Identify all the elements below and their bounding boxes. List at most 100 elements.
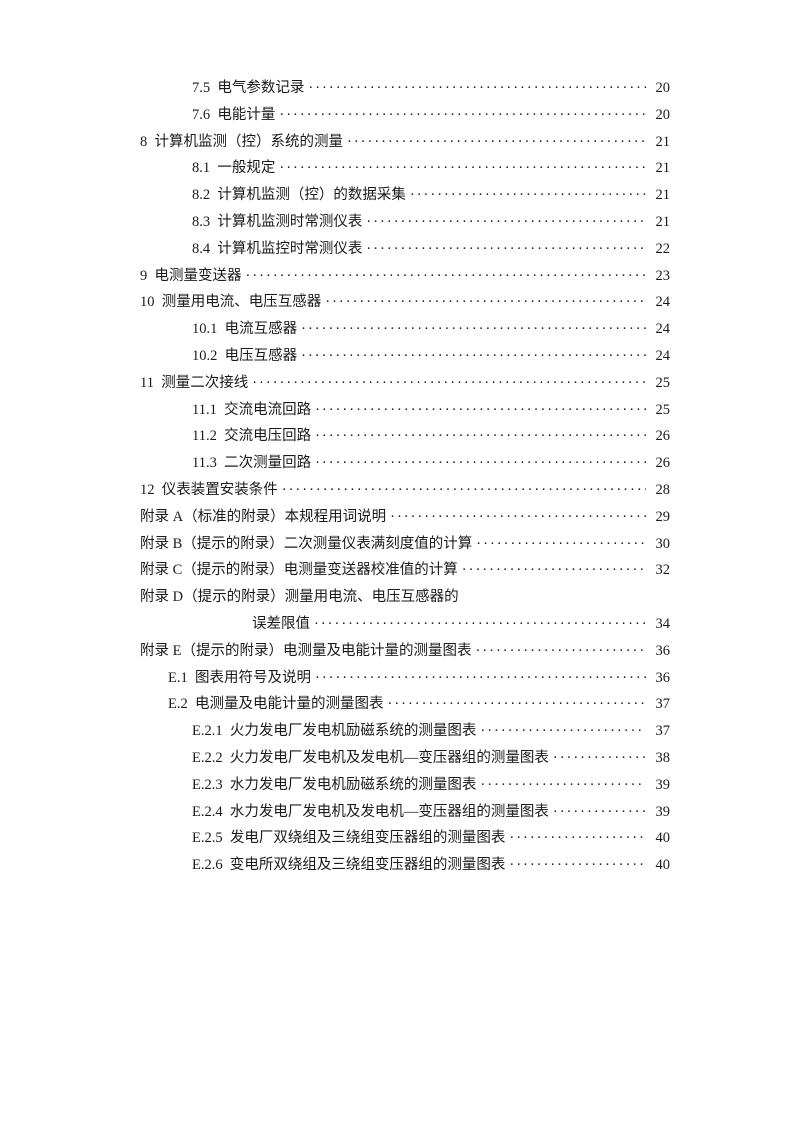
toc-row: 8.3 计算机监测时常测仪表 21 (140, 212, 670, 232)
toc-row: 9 电测量变送器23 (140, 266, 670, 286)
toc-row: 11 测量二次接线 25 (140, 373, 670, 393)
toc-title: 图表用符号及说明 (195, 668, 311, 688)
toc-page-number: 21 (646, 185, 670, 205)
toc-page-number: 20 (646, 78, 670, 98)
toc-section-number: E.2.6 (192, 855, 230, 875)
toc-list: 7.5 电气参数记录207.6 电能计量 208 计算机监测（控）系统的测量21… (140, 78, 670, 875)
toc-section-number: 附录 E (140, 641, 181, 661)
toc-section-number: 11.3 (192, 453, 224, 473)
toc-page-number: 29 (646, 507, 670, 527)
toc-leader-dots (311, 453, 646, 473)
toc-page-number: 39 (646, 802, 670, 822)
toc-leader-dots (311, 426, 646, 446)
toc-section-number: 11.1 (192, 400, 224, 420)
toc-leader-dots (242, 266, 647, 286)
toc-row: 12 仪表装置安装条件 28 (140, 480, 670, 500)
toc-leader-dots (549, 802, 646, 822)
toc-section-number: 附录 C (140, 560, 182, 580)
toc-title: 交流电压回路 (224, 426, 311, 446)
toc-page-number: 30 (646, 534, 670, 554)
toc-title: （标准的附录）本规程用词说明 (183, 507, 386, 527)
toc-leader-dots (476, 775, 646, 795)
toc-leader-dots (311, 400, 646, 420)
toc-title: 火力发电厂发电机及发电机—变压器组的测量图表 (230, 748, 549, 768)
toc-section-number: 9 (140, 266, 155, 286)
toc-title: 电测量及电能计量的测量图表 (195, 694, 384, 714)
toc-section-number: 12 (140, 480, 162, 500)
toc-leader-dots (321, 292, 646, 312)
toc-row: 8.1 一般规定 21 (140, 158, 670, 178)
toc-section-number: E.2.1 (192, 721, 230, 741)
toc-leader-dots (505, 855, 646, 875)
toc-page: 7.5 电气参数记录207.6 电能计量 208 计算机监测（控）系统的测量21… (0, 0, 800, 875)
toc-row: 11.1 交流电流回路 25 (140, 400, 670, 420)
toc-row: 10.2 电压互感器 24 (140, 346, 670, 366)
toc-page-number: 38 (646, 748, 670, 768)
toc-section-number: 8.3 (192, 212, 217, 232)
toc-title: 计算机监测时常测仪表 (217, 212, 362, 232)
toc-section-number: 8.1 (192, 158, 217, 178)
toc-title: 计算机监测（控）系统的测量 (155, 132, 344, 152)
toc-title: （提示的附录）电测量及电能计量的测量图表 (181, 641, 471, 661)
toc-row: 8 计算机监测（控）系统的测量21 (140, 132, 670, 152)
toc-title: （提示的附录）二次测量仪表满刻度值的计算 (182, 534, 472, 554)
toc-leader-dots (505, 828, 646, 848)
toc-page-number: 37 (646, 694, 670, 714)
toc-row: E.1 图表用符号及说明36 (140, 668, 670, 688)
toc-leader-dots (472, 534, 646, 554)
toc-page-number: 26 (646, 426, 670, 446)
toc-title: 电能计量 (217, 105, 275, 125)
toc-page-number: 20 (646, 105, 670, 125)
toc-leader-dots (362, 212, 646, 232)
toc-leader-dots (476, 721, 646, 741)
toc-row: E.2.2 火力发电厂发电机及发电机—变压器组的测量图表 38 (140, 748, 670, 768)
toc-page-number: 37 (646, 721, 670, 741)
toc-page-number: 25 (646, 373, 670, 393)
toc-row: E.2.1 火力发电厂发电机励磁系统的测量图表 37 (140, 721, 670, 741)
toc-page-number: 39 (646, 775, 670, 795)
toc-page-number: 21 (646, 212, 670, 232)
toc-section-number: 附录 A (140, 507, 183, 527)
toc-section-number: E.2.5 (192, 828, 230, 848)
toc-section-number: E.2 (168, 694, 195, 714)
toc-row: 附录 D（提示的附录）测量用电流、电压互感器的 (140, 587, 670, 607)
toc-row: 7.5 电气参数记录20 (140, 78, 670, 98)
toc-title: 仪表装置安装条件 (162, 480, 278, 500)
toc-section-number: E.2.4 (192, 802, 230, 822)
toc-leader-dots (310, 614, 646, 634)
toc-title: 交流电流回路 (224, 400, 311, 420)
toc-row: 附录 A（标准的附录）本规程用词说明 29 (140, 507, 670, 527)
toc-section-number: 附录 B (140, 534, 182, 554)
toc-section-number: 7.5 (192, 78, 217, 98)
toc-leader-dots (297, 346, 646, 366)
toc-section-number: 8.2 (192, 185, 217, 205)
toc-page-number: 32 (646, 560, 670, 580)
toc-page-number: 40 (646, 828, 670, 848)
toc-title: 计算机监测（控）的数据采集 (217, 185, 406, 205)
toc-row: E.2 电测量及电能计量的测量图表 37 (140, 694, 670, 714)
toc-leader-dots (297, 319, 646, 339)
toc-page-number: 24 (646, 319, 670, 339)
toc-page-number: 25 (646, 400, 670, 420)
toc-leader-dots (471, 641, 646, 661)
toc-page-number: 21 (646, 132, 670, 152)
toc-title: 电流互感器 (225, 319, 298, 339)
toc-section-number: 10 (140, 292, 162, 312)
toc-leader-dots (275, 105, 646, 125)
toc-section-number: 11.2 (192, 426, 224, 446)
toc-leader-dots (275, 158, 646, 178)
toc-section-number: 11 (140, 373, 161, 393)
toc-page-number: 28 (646, 480, 670, 500)
toc-title: 水力发电厂发电机励磁系统的测量图表 (230, 775, 477, 795)
toc-section-number: 10.1 (192, 319, 225, 339)
toc-row: 8.2 计算机监测（控）的数据采集 21 (140, 185, 670, 205)
toc-page-number: 26 (646, 453, 670, 473)
toc-section-number: E.2.3 (192, 775, 230, 795)
toc-title: 电测量变送器 (155, 266, 242, 286)
toc-title: 变电所双绕组及三绕组变压器组的测量图表 (230, 855, 506, 875)
toc-leader-dots (343, 132, 646, 152)
toc-page-number: 36 (646, 641, 670, 661)
toc-section-number: 10.2 (192, 346, 225, 366)
toc-title: 计算机监控时常测仪表 (217, 239, 362, 259)
toc-leader-dots (458, 560, 646, 580)
